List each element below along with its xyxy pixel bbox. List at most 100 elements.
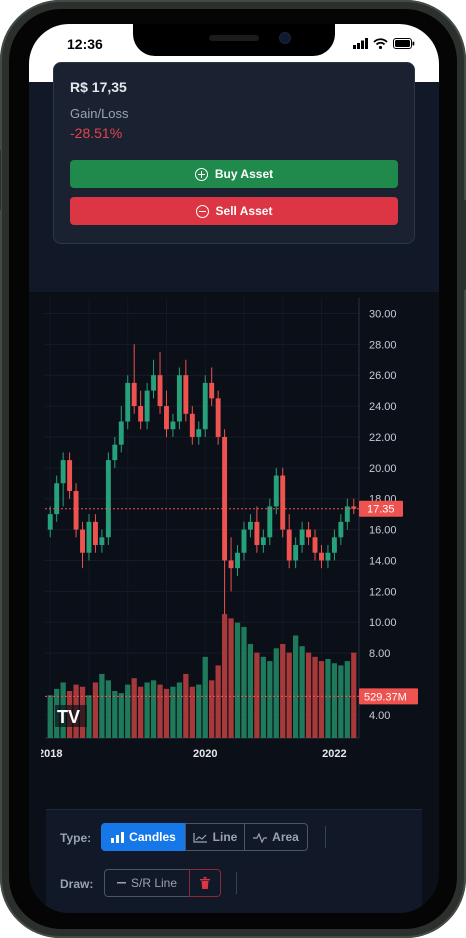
y-tick-label: 20.00 — [369, 463, 397, 475]
y-tick-label: 30.00 — [369, 308, 397, 320]
volume-bar — [221, 614, 228, 738]
candle-body — [183, 375, 189, 414]
clock: 12:36 — [67, 36, 103, 52]
volume-bar — [293, 635, 299, 738]
volume-bar — [305, 652, 312, 738]
candle-body — [286, 529, 292, 561]
volume-bar — [318, 661, 325, 738]
buy-asset-label: Buy Asset — [214, 167, 274, 181]
candle-body — [325, 552, 331, 561]
candle-body — [209, 382, 215, 399]
line-button[interactable]: Line — [185, 823, 245, 851]
area-button[interactable]: Area — [244, 823, 308, 851]
candle-body — [241, 529, 247, 553]
trash-icon — [200, 877, 210, 889]
candle-body — [312, 537, 318, 553]
candle-body — [202, 382, 208, 430]
candle-body — [338, 521, 344, 538]
volume-bar — [125, 684, 131, 738]
candle-body — [273, 475, 279, 507]
candle-body — [144, 390, 150, 422]
speaker — [209, 35, 259, 41]
volume-bar — [105, 680, 111, 738]
candle-body — [73, 490, 79, 530]
line-chart-icon — [193, 832, 207, 843]
volume-bar — [351, 652, 357, 738]
volume-bar — [299, 646, 305, 738]
volume-bar — [92, 682, 99, 738]
candles-button[interactable]: Candles — [101, 823, 186, 851]
volume-bar — [338, 665, 344, 738]
candle-body — [157, 375, 163, 407]
sr-line-button[interactable]: S/R Line — [104, 869, 190, 897]
tradingview-logo-bg — [55, 705, 87, 727]
volume-bar — [150, 680, 157, 738]
volume-bar — [247, 644, 254, 738]
volume-bar — [118, 693, 124, 738]
candle-body — [228, 560, 234, 569]
candle-body — [247, 521, 253, 530]
volume-bar — [170, 686, 176, 738]
notch — [133, 24, 335, 56]
candle-body — [215, 398, 221, 437]
candle-body — [99, 537, 105, 546]
price-chart[interactable]: 30.00 28.00 26.00 24.00 22.00 20.00 18.00 16.00… — [38, 298, 427, 778]
minus-circle-icon — [195, 204, 209, 218]
toolbar-divider-2 — [236, 872, 237, 894]
signal-icon — [353, 38, 368, 49]
volume-bar — [86, 695, 92, 738]
y-tick-label: 8.00 — [369, 648, 390, 660]
line-label: Line — [212, 830, 238, 844]
candle-body — [254, 521, 260, 546]
candle-body — [235, 552, 240, 569]
y-tick-label: 22.00 — [369, 432, 397, 444]
volume-bar — [163, 688, 170, 738]
tradingview-logo: TV — [57, 707, 80, 727]
volume-bar — [312, 656, 318, 738]
volume-bar — [215, 665, 221, 738]
candlestick-chart[interactable]: 30.0028.0026.0024.0022.0020.0018.0016.00… — [38, 298, 427, 778]
volume-bar — [196, 684, 202, 738]
candle-body — [60, 460, 66, 484]
clear-drawings-button[interactable] — [189, 869, 221, 897]
volume-bar — [47, 695, 53, 738]
buy-asset-button[interactable]: Buy Asset — [70, 160, 398, 188]
candle-body — [267, 506, 273, 538]
volume-bar — [267, 661, 273, 738]
candle-body — [293, 545, 299, 561]
candle-body — [299, 529, 305, 546]
candle-body — [331, 537, 337, 553]
candle-body — [54, 483, 60, 515]
volume-bar — [183, 673, 189, 738]
y-tick-label: 12.00 — [369, 586, 397, 598]
volume-bar — [280, 644, 286, 738]
toolbar-divider — [325, 826, 326, 848]
candle-body — [86, 521, 92, 553]
candle-body — [131, 382, 137, 407]
volume-bar — [234, 622, 241, 738]
volume-label: 529.37M — [364, 691, 407, 703]
bar-chart-icon — [111, 831, 125, 843]
dash-icon — [116, 882, 126, 884]
candles-label: Candles — [129, 830, 176, 844]
volume-bar — [325, 658, 331, 738]
sell-asset-button[interactable]: Sell Asset — [70, 197, 398, 225]
last-price-label: 17.35 — [367, 504, 395, 516]
candle-body — [222, 436, 228, 561]
phone-screen: 12:36 lo — [29, 24, 439, 913]
candle-body — [67, 460, 73, 491]
candle-body — [138, 406, 144, 422]
candle-body — [344, 506, 350, 522]
x-tick-label: 2020 — [193, 748, 217, 760]
last-price-tag — [359, 500, 403, 517]
volume-bar — [254, 652, 260, 738]
y-tick-label: 14.00 — [369, 555, 397, 567]
volume-bar — [112, 691, 118, 738]
side-button-right — [463, 200, 466, 290]
camera — [279, 32, 291, 44]
area-label: Area — [272, 830, 299, 844]
candle-body — [118, 421, 124, 445]
candle-body — [351, 506, 357, 509]
y-tick-label: 16.00 — [369, 525, 397, 537]
